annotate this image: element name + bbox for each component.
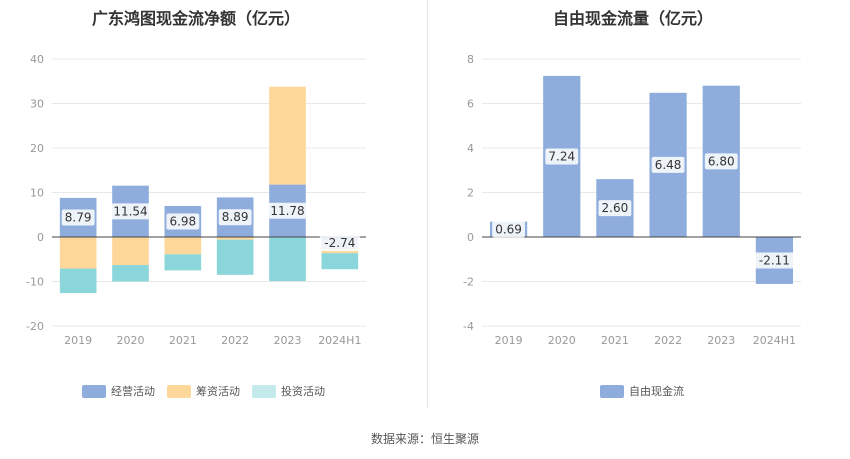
left-bar-投资活动-2019 bbox=[59, 268, 97, 294]
right-y-tick-label: 6 bbox=[467, 98, 474, 111]
right-data-label: 2.60 bbox=[602, 201, 629, 215]
left-data-label: -2.74 bbox=[324, 236, 355, 250]
left-y-tick-label: 20 bbox=[30, 142, 44, 155]
left-x-tick-label: 2023 bbox=[274, 334, 302, 347]
left-bar-投资活动-2020 bbox=[112, 265, 149, 282]
left-data-label: 8.89 bbox=[222, 210, 249, 224]
right-data-label-bg bbox=[545, 148, 579, 165]
right-x-tick-label: 2020 bbox=[548, 334, 576, 347]
right-x-tick-label: 2022 bbox=[654, 334, 682, 347]
right-data-label-bg bbox=[598, 200, 632, 217]
legend-swatch-financing bbox=[167, 384, 191, 398]
legend-left: 经营活动 筹资活动 投资活动 bbox=[82, 383, 337, 399]
left-data-label: 8.79 bbox=[65, 210, 92, 224]
right-y-tick-label: 2 bbox=[467, 187, 474, 200]
left-data-label: 6.98 bbox=[169, 214, 196, 228]
left-data-label-bg bbox=[267, 202, 308, 219]
legend-item-fcf[interactable]: 自由现金流 bbox=[600, 383, 684, 399]
left-x-tick-label: 2021 bbox=[169, 334, 197, 347]
legend-item-investing[interactable]: 投资活动 bbox=[252, 383, 325, 399]
left-bar-筹资活动-2023 bbox=[269, 86, 306, 185]
panel-divider bbox=[427, 0, 428, 408]
chart-title-left: 广东鸿图现金流净额（亿元） bbox=[92, 9, 301, 28]
left-y-tick-label: 10 bbox=[30, 187, 44, 200]
left-y-tick-label: -10 bbox=[26, 276, 44, 289]
left-bar-筹资活动-2020 bbox=[112, 237, 149, 266]
right-data-label: 6.48 bbox=[655, 158, 682, 172]
left-x-tick-label: 2024H1 bbox=[318, 334, 361, 347]
left-y-tick-label: 40 bbox=[30, 53, 44, 66]
legend-label-fcf: 自由现金流 bbox=[629, 385, 684, 398]
left-bar-筹资活动-2024H1 bbox=[321, 249, 359, 254]
left-bar-投资活动-2022 bbox=[216, 239, 254, 275]
left-data-label-bg bbox=[166, 213, 200, 230]
right-y-tick-label: 4 bbox=[467, 142, 474, 155]
legend-item-financing[interactable]: 筹资活动 bbox=[167, 383, 240, 399]
legend-right: 自由现金流 bbox=[600, 383, 696, 399]
left-bar-投资活动-2021 bbox=[164, 254, 202, 271]
legend-swatch-investing bbox=[252, 384, 276, 398]
right-data-label-bg bbox=[754, 252, 795, 269]
left-data-label-bg bbox=[61, 209, 95, 226]
left-y-tick-label: 0 bbox=[37, 231, 44, 244]
legend-item-operating[interactable]: 经营活动 bbox=[82, 383, 155, 399]
left-bar-投资活动-2023 bbox=[269, 237, 306, 282]
right-y-tick-label: 8 bbox=[467, 53, 474, 66]
right-data-label: 0.69 bbox=[495, 222, 522, 236]
left-y-tick-label: -20 bbox=[26, 320, 44, 333]
right-data-label-bg bbox=[704, 153, 738, 170]
right-data-label: -2.11 bbox=[759, 253, 790, 267]
legend-swatch-fcf bbox=[600, 384, 624, 398]
right-x-tick-label: 2023 bbox=[707, 334, 735, 347]
free-cash-flow-chart: 8 6 4 2 0 -2 -4 2019 2020 2021 2022 2023 2024H1 0.69 7… bbox=[463, 53, 801, 347]
left-bar-投资活动-2024H1 bbox=[321, 253, 359, 270]
right-data-label: 6.80 bbox=[708, 154, 735, 168]
right-x-tick-label: 2021 bbox=[601, 334, 629, 347]
right-y-tick-label: 0 bbox=[467, 231, 474, 244]
left-data-label-bg bbox=[319, 235, 360, 252]
left-data-label: 11.78 bbox=[270, 204, 304, 218]
legend-swatch-operating bbox=[82, 384, 106, 398]
left-y-tick-label: 30 bbox=[30, 98, 44, 111]
right-x-tick-label: 2024H1 bbox=[753, 334, 796, 347]
right-y-tick-label: -2 bbox=[463, 276, 474, 289]
cash-flow-stacked-chart: 40 30 20 10 0 -10 -20 2019 2020 2021 2022 2023 2024H… bbox=[26, 53, 366, 347]
left-data-label: 11.54 bbox=[113, 204, 147, 218]
left-x-tick-label: 2019 bbox=[64, 334, 92, 347]
left-x-tick-label: 2020 bbox=[117, 334, 145, 347]
legend-label-financing: 筹资活动 bbox=[196, 385, 240, 398]
left-bar-筹资活动-2021 bbox=[164, 237, 202, 255]
right-y-tick-label: -4 bbox=[463, 320, 474, 333]
left-bar-筹资活动-2022 bbox=[216, 237, 254, 240]
right-data-label: 7.24 bbox=[548, 149, 575, 163]
chart-title-right: 自由现金流量（亿元） bbox=[553, 9, 714, 28]
right-data-label-bg bbox=[492, 221, 525, 238]
right-x-tick-label: 2019 bbox=[495, 334, 523, 347]
data-source-note: 数据来源：恒生聚源 bbox=[370, 432, 479, 446]
left-x-tick-label: 2022 bbox=[221, 334, 249, 347]
left-data-label-bg bbox=[218, 209, 252, 226]
left-data-label-bg bbox=[110, 203, 151, 220]
left-bar-筹资活动-2019 bbox=[59, 237, 97, 269]
legend-label-operating: 经营活动 bbox=[111, 385, 155, 398]
right-data-label-bg bbox=[651, 156, 685, 173]
legend-label-investing: 投资活动 bbox=[281, 385, 325, 398]
